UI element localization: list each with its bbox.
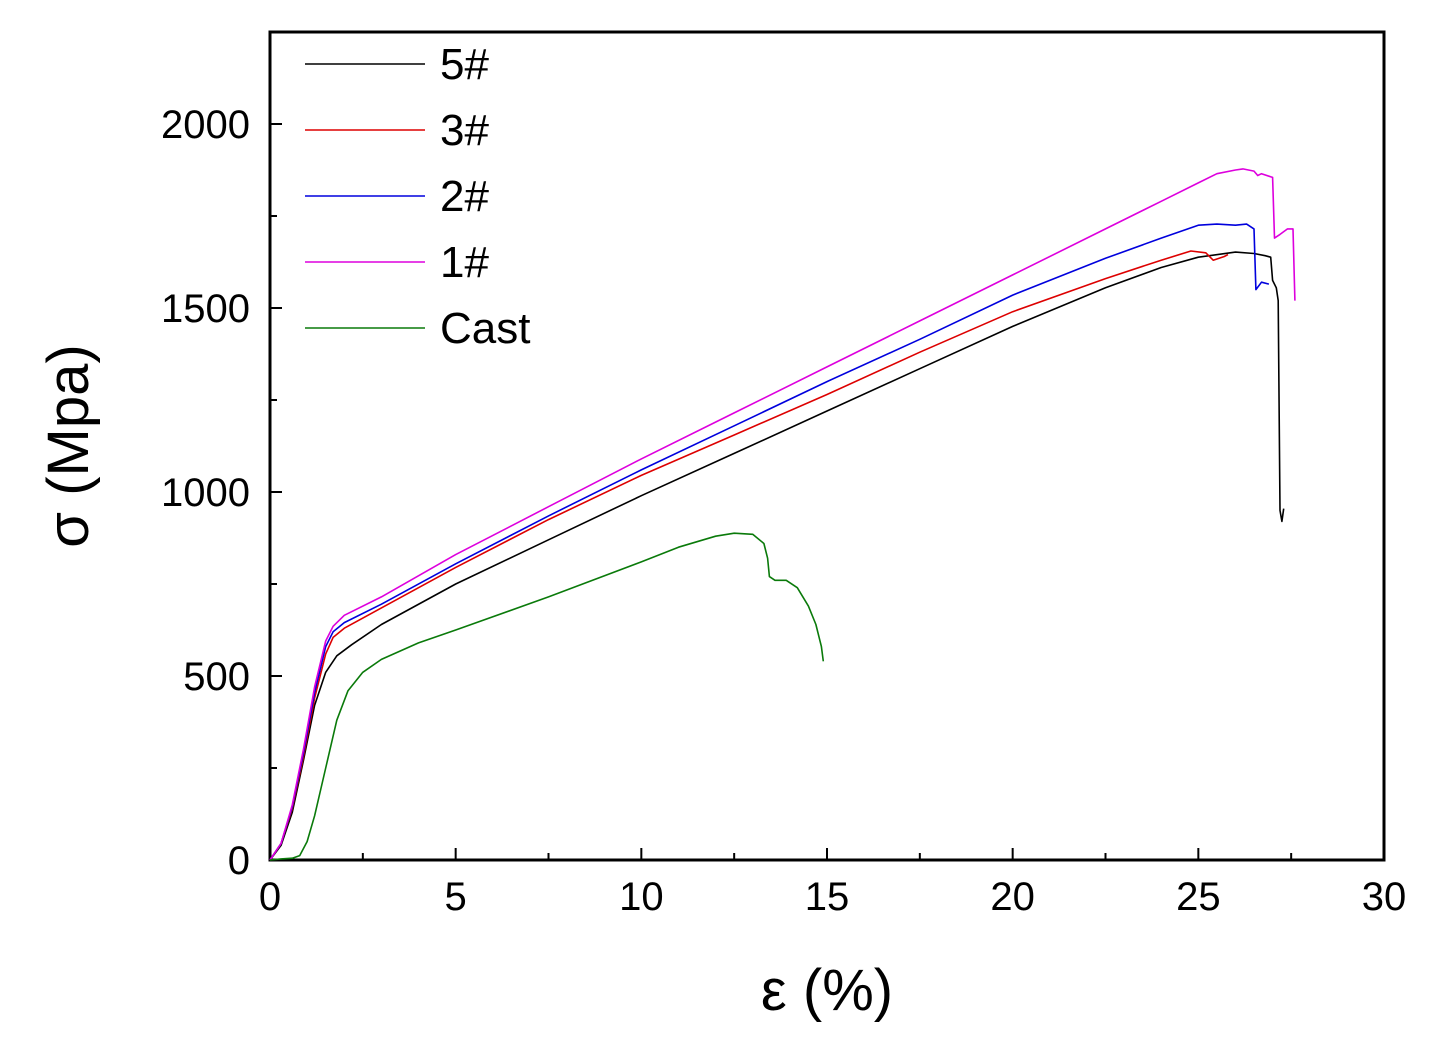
y-tick-label: 1000 <box>161 471 250 515</box>
legend-label: 3# <box>440 106 489 155</box>
x-tick-label: 10 <box>619 875 664 919</box>
series-line-2 <box>269 223 1270 861</box>
legend-label: 2# <box>440 172 489 221</box>
legend-label: 1# <box>440 238 489 287</box>
x-tick-label: 5 <box>445 875 467 919</box>
y-tick-label: 1500 <box>161 287 250 331</box>
y-axis-title: σ (Mpa) <box>36 344 101 547</box>
legend-label: Cast <box>440 304 530 353</box>
y-tick-label: 500 <box>183 655 250 699</box>
series-line-1 <box>269 250 1229 861</box>
x-tick-label: 30 <box>1362 875 1407 919</box>
x-tick-label: 0 <box>259 875 281 919</box>
y-tick-label: 2000 <box>161 103 250 147</box>
y-tick-label: 0 <box>228 839 250 883</box>
plot-frame <box>268 30 1386 862</box>
legend-label: 5# <box>440 40 489 89</box>
x-axis-title: ε (%) <box>761 958 893 1023</box>
x-tick-label: 15 <box>805 875 850 919</box>
series-line-3 <box>269 168 1296 861</box>
series-line-0 <box>269 251 1285 861</box>
x-tick-label: 20 <box>990 875 1035 919</box>
x-tick-label: 25 <box>1176 875 1221 919</box>
series-line-4 <box>269 532 825 861</box>
